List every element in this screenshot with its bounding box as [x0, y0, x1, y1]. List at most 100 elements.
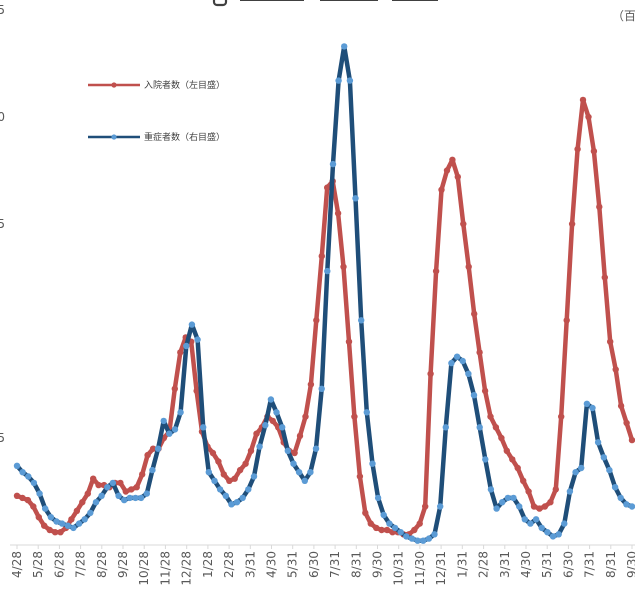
series-line-severe — [14, 44, 635, 543]
x-tick-label: 4/30 — [519, 551, 533, 578]
data-point-severe — [628, 503, 635, 510]
data-point-hospitalized — [362, 509, 369, 517]
data-point-hospitalized — [296, 432, 304, 440]
legend-item-severe: 重症者数（右目盛） — [88, 131, 225, 143]
data-point-severe — [256, 443, 263, 450]
data-point-severe — [279, 424, 286, 431]
data-point-severe — [19, 469, 26, 476]
data-point-hospitalized — [367, 520, 374, 527]
data-point-severe — [527, 520, 534, 527]
data-point-severe — [25, 473, 32, 480]
data-point-hospitalized — [541, 503, 549, 510]
x-tick-label: 7/28 — [74, 551, 88, 578]
x-tick-label: 10/28 — [137, 551, 151, 586]
data-point-severe — [578, 464, 585, 472]
data-point-severe — [143, 490, 150, 497]
data-point-severe — [222, 492, 229, 499]
legend-marker-hospitalized — [111, 82, 117, 88]
data-point-hospitalized — [318, 252, 325, 260]
data-point-severe — [437, 503, 444, 510]
data-point-severe — [64, 522, 72, 529]
data-point-hospitalized — [68, 516, 75, 523]
data-point-hospitalized — [334, 210, 342, 217]
data-point-hospitalized — [236, 466, 244, 474]
data-point-severe — [312, 445, 320, 452]
data-point-severe — [295, 469, 303, 476]
data-point-hospitalized — [133, 484, 140, 491]
data-point-hospitalized — [628, 436, 635, 444]
data-point-severe — [183, 342, 190, 350]
x-tick-label: 12/31 — [434, 551, 448, 586]
data-point-hospitalized — [438, 186, 445, 193]
data-point-hospitalized — [432, 267, 440, 275]
data-point-severe — [329, 160, 337, 168]
x-tick-label: 8/31 — [349, 551, 363, 578]
data-point-hospitalized — [558, 413, 565, 420]
x-tick-label: 8/28 — [95, 551, 109, 578]
data-point-hospitalized — [612, 366, 619, 373]
data-point-hospitalized — [509, 456, 516, 463]
legend-item-hospitalized: 入院者数（左目盛） — [88, 79, 225, 91]
data-point-severe — [358, 317, 365, 324]
data-point-severe — [583, 400, 591, 407]
data-point-hospitalized — [340, 263, 347, 270]
data-point-severe — [290, 460, 297, 467]
x-tick-label: 10/31 — [392, 551, 406, 586]
data-point-severe — [335, 77, 342, 84]
x-tick-label: 5/31 — [286, 551, 300, 578]
x-tick-label: 6/28 — [52, 551, 66, 578]
data-point-hospitalized — [24, 496, 32, 504]
data-point-hospitalized — [623, 419, 630, 427]
data-point-severe — [538, 524, 545, 532]
data-point-severe — [476, 424, 483, 431]
data-point-severe — [606, 466, 613, 474]
data-point-severe — [346, 77, 354, 84]
data-point-severe — [273, 409, 280, 416]
data-point-severe — [465, 370, 472, 377]
data-point-hospitalized — [443, 167, 451, 174]
data-point-severe — [13, 462, 21, 469]
data-point-hospitalized — [596, 203, 603, 211]
legend-label-hospitalized: 入院者数（左目盛） — [144, 79, 225, 91]
data-point-severe — [92, 499, 100, 506]
data-point-severe — [109, 479, 117, 487]
data-point-severe — [228, 501, 235, 508]
data-point-severe — [75, 520, 83, 527]
data-point-severe — [47, 514, 55, 521]
data-point-hospitalized — [530, 503, 538, 510]
data-point-hospitalized — [247, 447, 255, 454]
series-severe — [13, 43, 635, 544]
data-point-severe — [239, 494, 246, 502]
data-point-hospitalized — [460, 220, 467, 228]
data-point-severe — [414, 537, 421, 544]
data-point-severe — [589, 404, 596, 412]
data-point-severe — [42, 505, 49, 512]
x-tick-label: 3/31 — [498, 551, 512, 578]
data-point-severe — [532, 516, 540, 523]
data-point-hospitalized — [177, 349, 184, 356]
data-point-severe — [594, 439, 602, 446]
data-point-hospitalized — [498, 434, 505, 442]
x-tick-label: 2/28 — [477, 551, 491, 578]
data-point-hospitalized — [383, 526, 391, 534]
data-point-severe — [284, 447, 291, 454]
data-point-severe — [262, 422, 269, 429]
data-point-hospitalized — [514, 464, 521, 472]
data-point-severe — [369, 460, 376, 467]
data-point-severe — [307, 469, 314, 476]
data-point-severe — [301, 477, 308, 484]
data-point-severe — [448, 359, 455, 367]
data-point-hospitalized — [73, 507, 81, 514]
data-point-severe — [487, 486, 495, 493]
data-point-severe — [453, 353, 461, 360]
data-point-hospitalized — [547, 499, 554, 506]
data-point-severe — [171, 426, 179, 433]
data-point-hospitalized — [481, 387, 489, 395]
data-point-hospitalized — [35, 514, 42, 521]
data-point-hospitalized — [171, 385, 178, 392]
title-fragment — [212, 0, 438, 7]
data-point-severe — [87, 509, 94, 517]
data-point-severe — [205, 469, 212, 476]
data-point-severe — [493, 505, 500, 512]
data-point-severe — [126, 494, 133, 502]
